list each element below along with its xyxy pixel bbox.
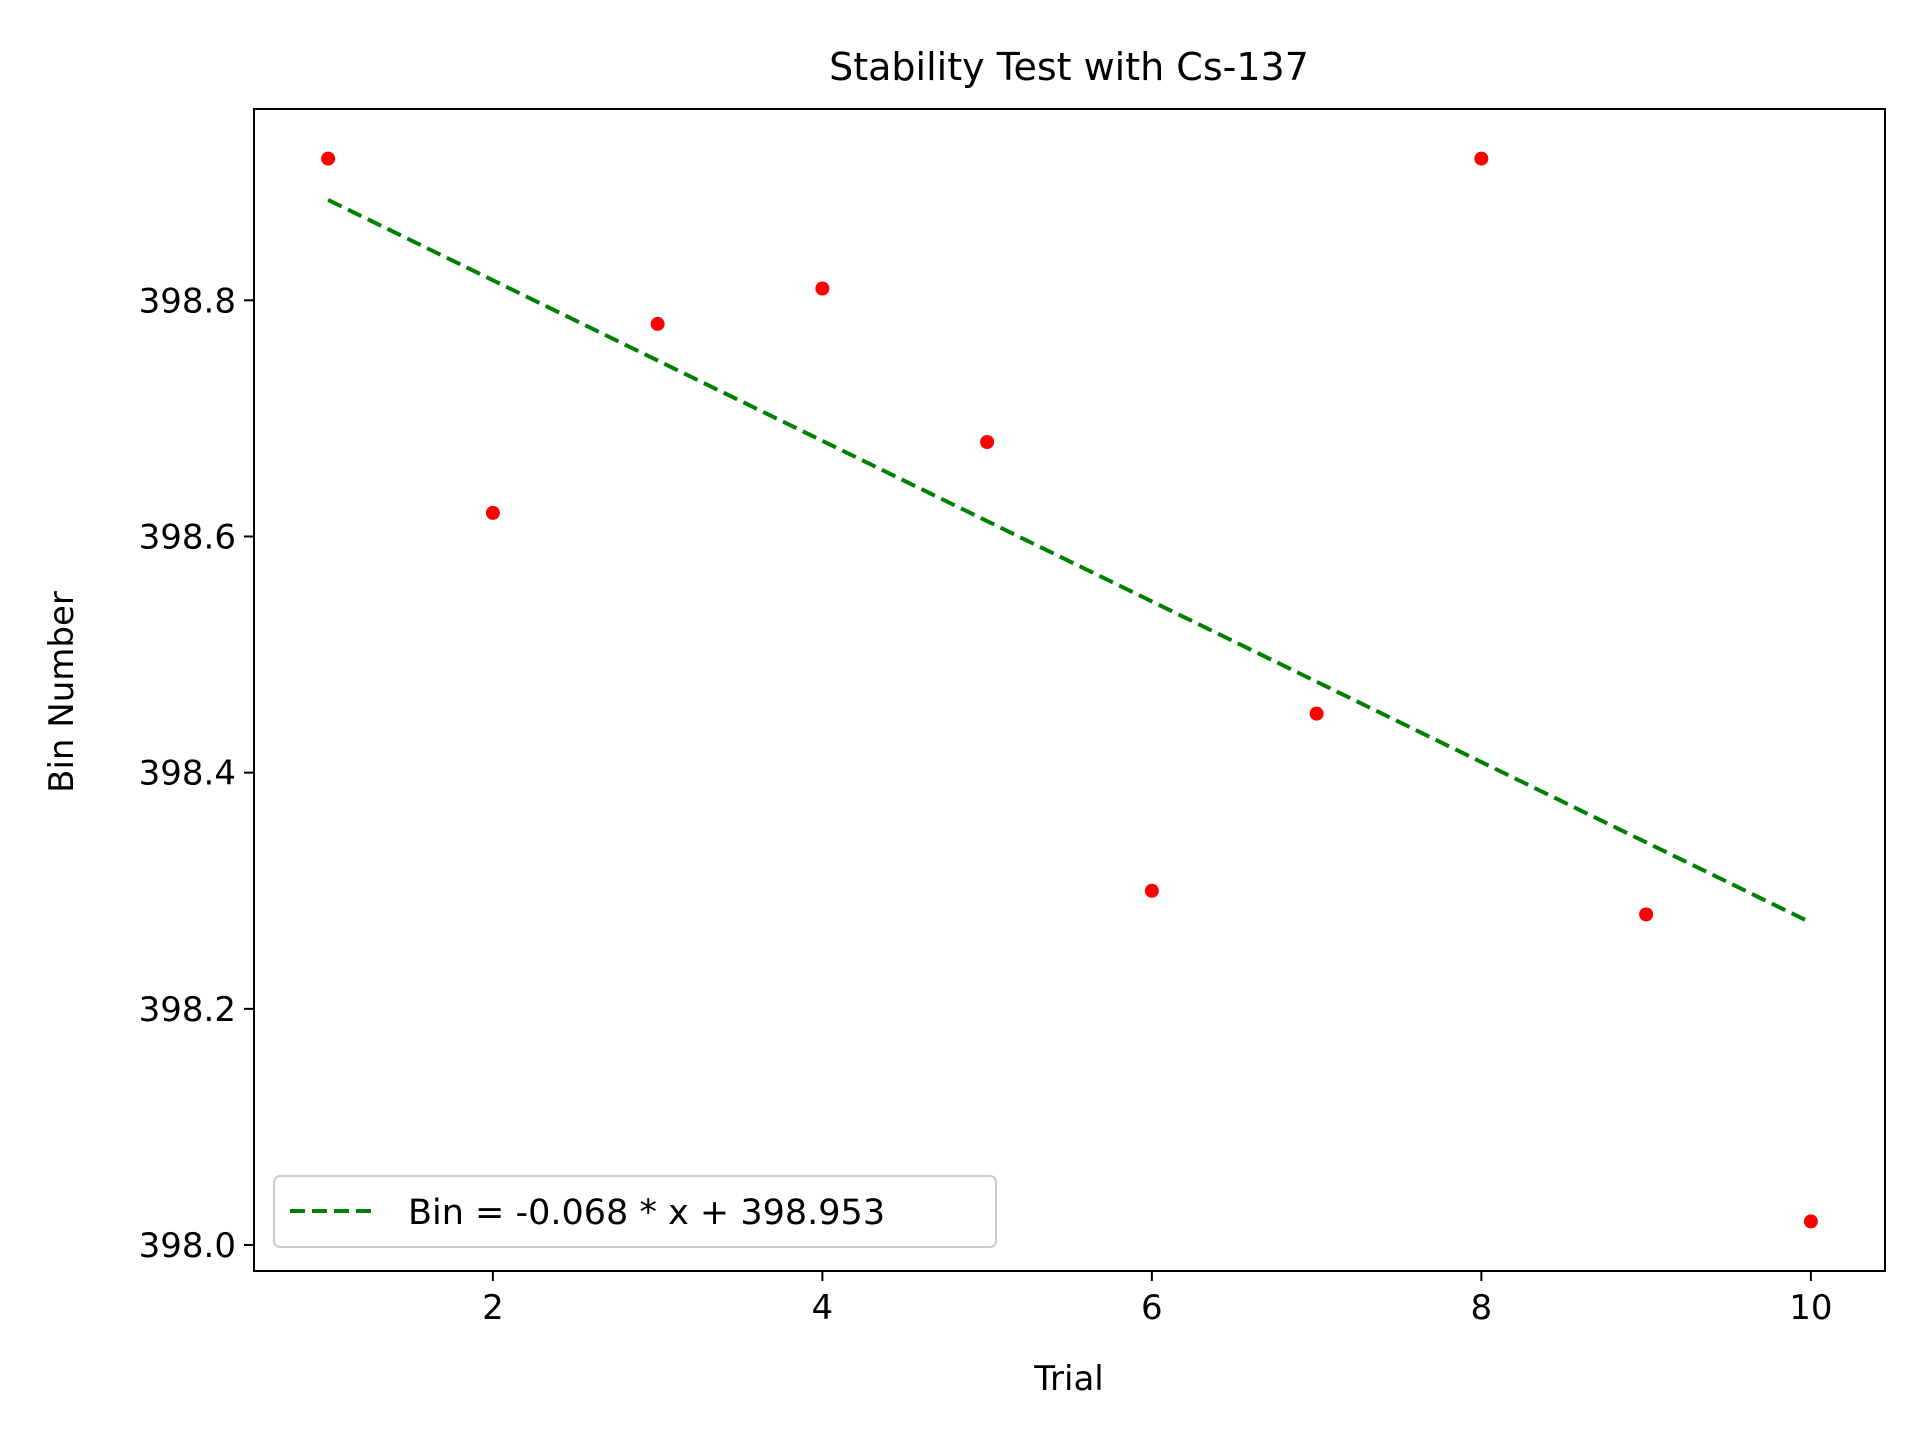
y-tick-label: 398.8	[139, 281, 236, 321]
data-point	[815, 281, 830, 296]
data-point	[1803, 1214, 1818, 1229]
y-tick-label: 398.0	[139, 1226, 236, 1266]
x-tick-label: 4	[812, 1288, 834, 1328]
chart-title: Stability Test with Cs-137	[829, 45, 1309, 89]
legend-box	[273, 1175, 997, 1248]
plot-area	[321, 151, 1818, 1229]
legend: Bin = -0.068 * x + 398.953	[273, 1175, 997, 1248]
axis-ticks: 2 4 6 8 10 398.0 398.2 398.4 398.6 398.8	[139, 281, 1833, 1328]
data-point	[485, 505, 500, 520]
x-axis-label: Trial	[1033, 1359, 1103, 1399]
data-point	[1309, 706, 1324, 721]
x-tick-label: 2	[482, 1288, 504, 1328]
data-point	[1144, 883, 1159, 898]
fit-line	[327, 198, 1812, 925]
data-point	[650, 316, 665, 331]
axes-frame	[253, 108, 1886, 1272]
data-point	[321, 151, 336, 166]
x-tick-label: 6	[1141, 1288, 1163, 1328]
x-tick-label: 8	[1471, 1288, 1493, 1328]
y-tick-label: 398.4	[139, 754, 236, 794]
data-point	[1639, 907, 1654, 922]
data-point	[980, 435, 995, 450]
y-axis-label: Bin Number	[42, 591, 82, 793]
legend-fit-line-label: Bin = -0.068 * x + 398.953	[408, 1193, 885, 1233]
y-tick-label: 398.2	[139, 990, 236, 1030]
x-tick-label: 10	[1789, 1288, 1832, 1328]
data-point	[1474, 151, 1489, 166]
y-tick-label: 398.6	[139, 517, 236, 557]
